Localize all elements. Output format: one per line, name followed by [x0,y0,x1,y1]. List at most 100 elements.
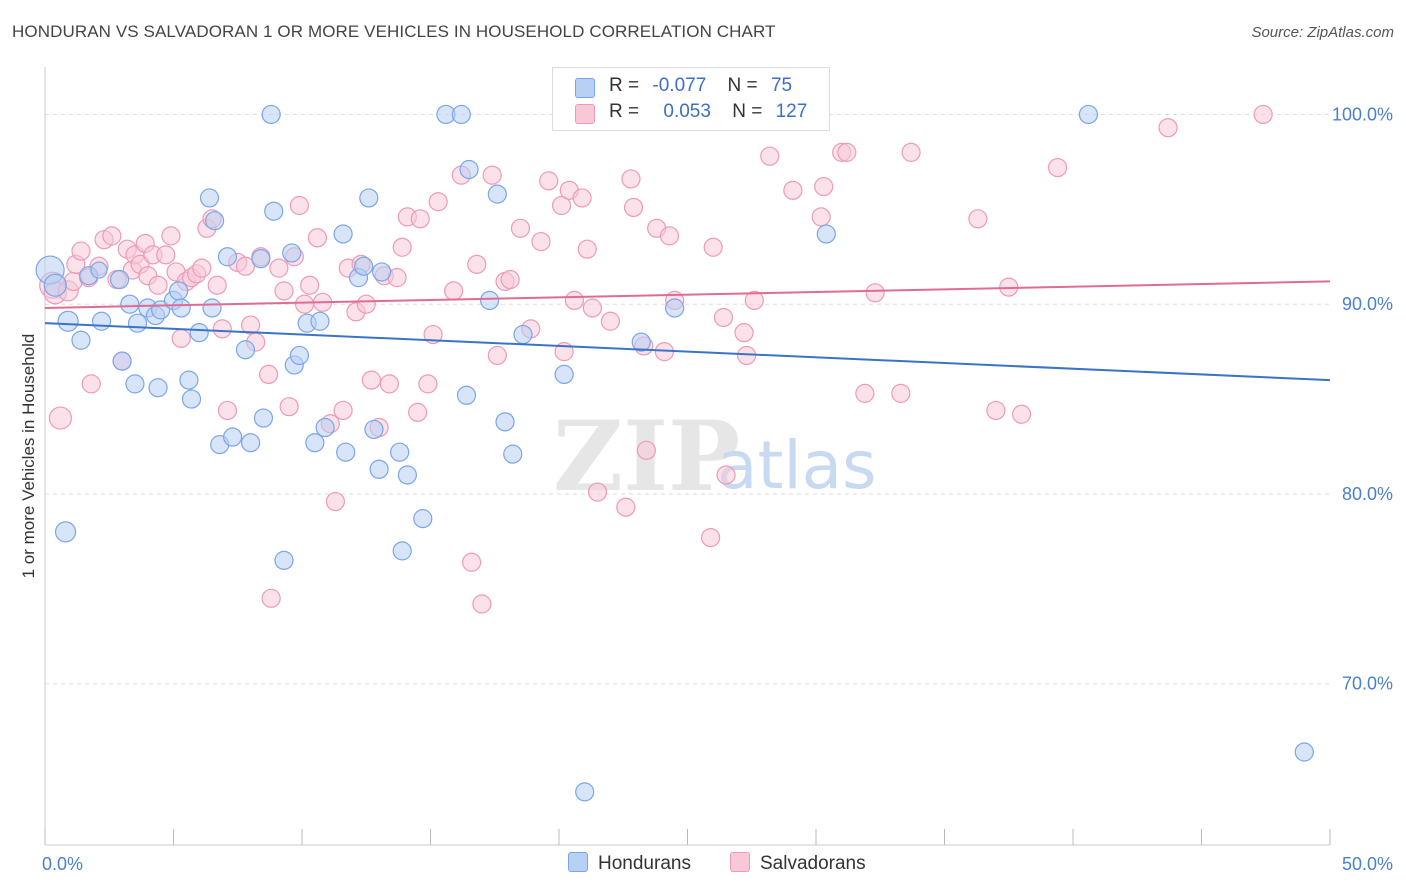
honduran-point [253,408,274,428]
salvadoran-point [539,171,559,191]
honduran-point [109,269,130,290]
honduran-point [241,433,261,453]
salvadoran-point [423,324,443,345]
salvadoran-point [734,323,754,343]
salvadoran-point [48,406,73,430]
salvadoran-point [901,142,921,162]
trend-lines [44,280,1331,382]
honduran-point [261,104,281,125]
legend-n-value-salvadorans: 127 [775,101,808,122]
y-axis-label: 1 or more Vehicles in Household [19,334,38,579]
salvadoran-point [300,275,320,295]
salvadoran-point [156,245,176,265]
salvadoran-point [207,275,227,295]
watermark: ZIP atlas [553,400,877,513]
salvadorans-legend-swatch [730,852,750,872]
salvadoran-point [1011,404,1032,424]
honduran-point [665,298,685,318]
honduran-point [43,273,67,297]
salvadoran-point [865,283,885,303]
honduran-point [336,442,356,462]
salvadoran-point [235,256,256,276]
series-legend-hondurans: Hondurans [568,852,691,875]
honduran-point [181,389,202,409]
tick-labels: 100.0% 90.0% 80.0% 70.0% 0.0% 50.0% [42,104,1393,874]
honduran-point [459,159,479,180]
honduran-point [310,311,330,331]
salvadoran-point [1158,118,1178,138]
honduran-point [364,419,384,440]
honduran-point [91,311,112,331]
source-label: Source: ZipAtlas.com [1251,24,1394,41]
salvadoran-point [1047,157,1068,178]
salvadoran-point [1253,104,1273,125]
honduran-point [372,262,392,282]
honduran-point [148,378,168,398]
salvadoran-point [217,400,238,421]
honduran-point [289,345,310,366]
legend-r-label: R = [609,75,640,96]
honduran-point [513,324,533,345]
honduran-point [205,211,225,231]
salvadoran-point [701,527,721,548]
honduran-point [274,550,294,570]
salvadoran-point [482,165,502,185]
salvadoran-point [462,552,482,572]
salvadoran-point [102,226,122,246]
salvadoran-point [289,195,310,216]
salvadoran-point [192,258,212,278]
salvadoran-point [587,482,608,502]
salvadoran-point [968,209,988,229]
salvadoran-point [986,400,1006,421]
salvadorans-points [39,104,1273,614]
honduran-point [503,444,523,464]
salvadoran-point [891,383,911,403]
hondurans-swatch [575,78,595,98]
salvadoran-point [855,383,875,403]
honduran-point [456,385,477,405]
honduran-point [112,351,132,371]
honduran-point [235,340,256,360]
honduran-point [125,374,145,394]
x-tick-label: 0.0% [42,854,83,874]
salvadoran-point [636,440,656,460]
honduran-point [1078,104,1099,125]
x-tick-label: 50.0% [1342,854,1393,874]
salvadoran-point [294,294,315,314]
salvadoran-point [600,311,621,331]
salvadoran-point [171,328,191,348]
salvadoran-point [616,497,636,517]
salvadoran-point [418,374,438,394]
salvadoran-point [274,281,294,301]
honduran-point [282,243,302,263]
salvadoran-point [379,374,399,394]
salvadorans-trend-line [44,280,1331,309]
honduran-point [217,247,238,267]
honduran-point [199,188,220,208]
salvadoran-point [837,142,857,162]
salvadoran-point [582,298,603,318]
salvadoran-point [621,169,641,189]
honduran-point [451,104,471,125]
honduran-point [251,249,271,269]
salvadoran-point [410,209,430,229]
honduran-point [369,459,389,479]
salvadoran-point [361,370,381,390]
legend-n-label: N = [732,101,763,122]
salvadoran-point [703,237,723,257]
salvadoran-point [783,180,803,200]
honduran-point [359,188,379,208]
salvadoran-point [392,237,412,257]
salvadoran-point [148,275,168,295]
honduran-point [397,465,417,485]
honduran-point [631,332,651,352]
honduran-point [202,298,222,318]
honduran-point [127,313,148,333]
salvadoran-point [551,195,572,216]
salvadoran-point [659,226,680,246]
honduran-point [413,509,433,529]
honduran-point [57,310,79,332]
watermark-atlas: atlas [717,427,877,504]
salvadorans-legend-label: Salvadorans [760,853,866,874]
